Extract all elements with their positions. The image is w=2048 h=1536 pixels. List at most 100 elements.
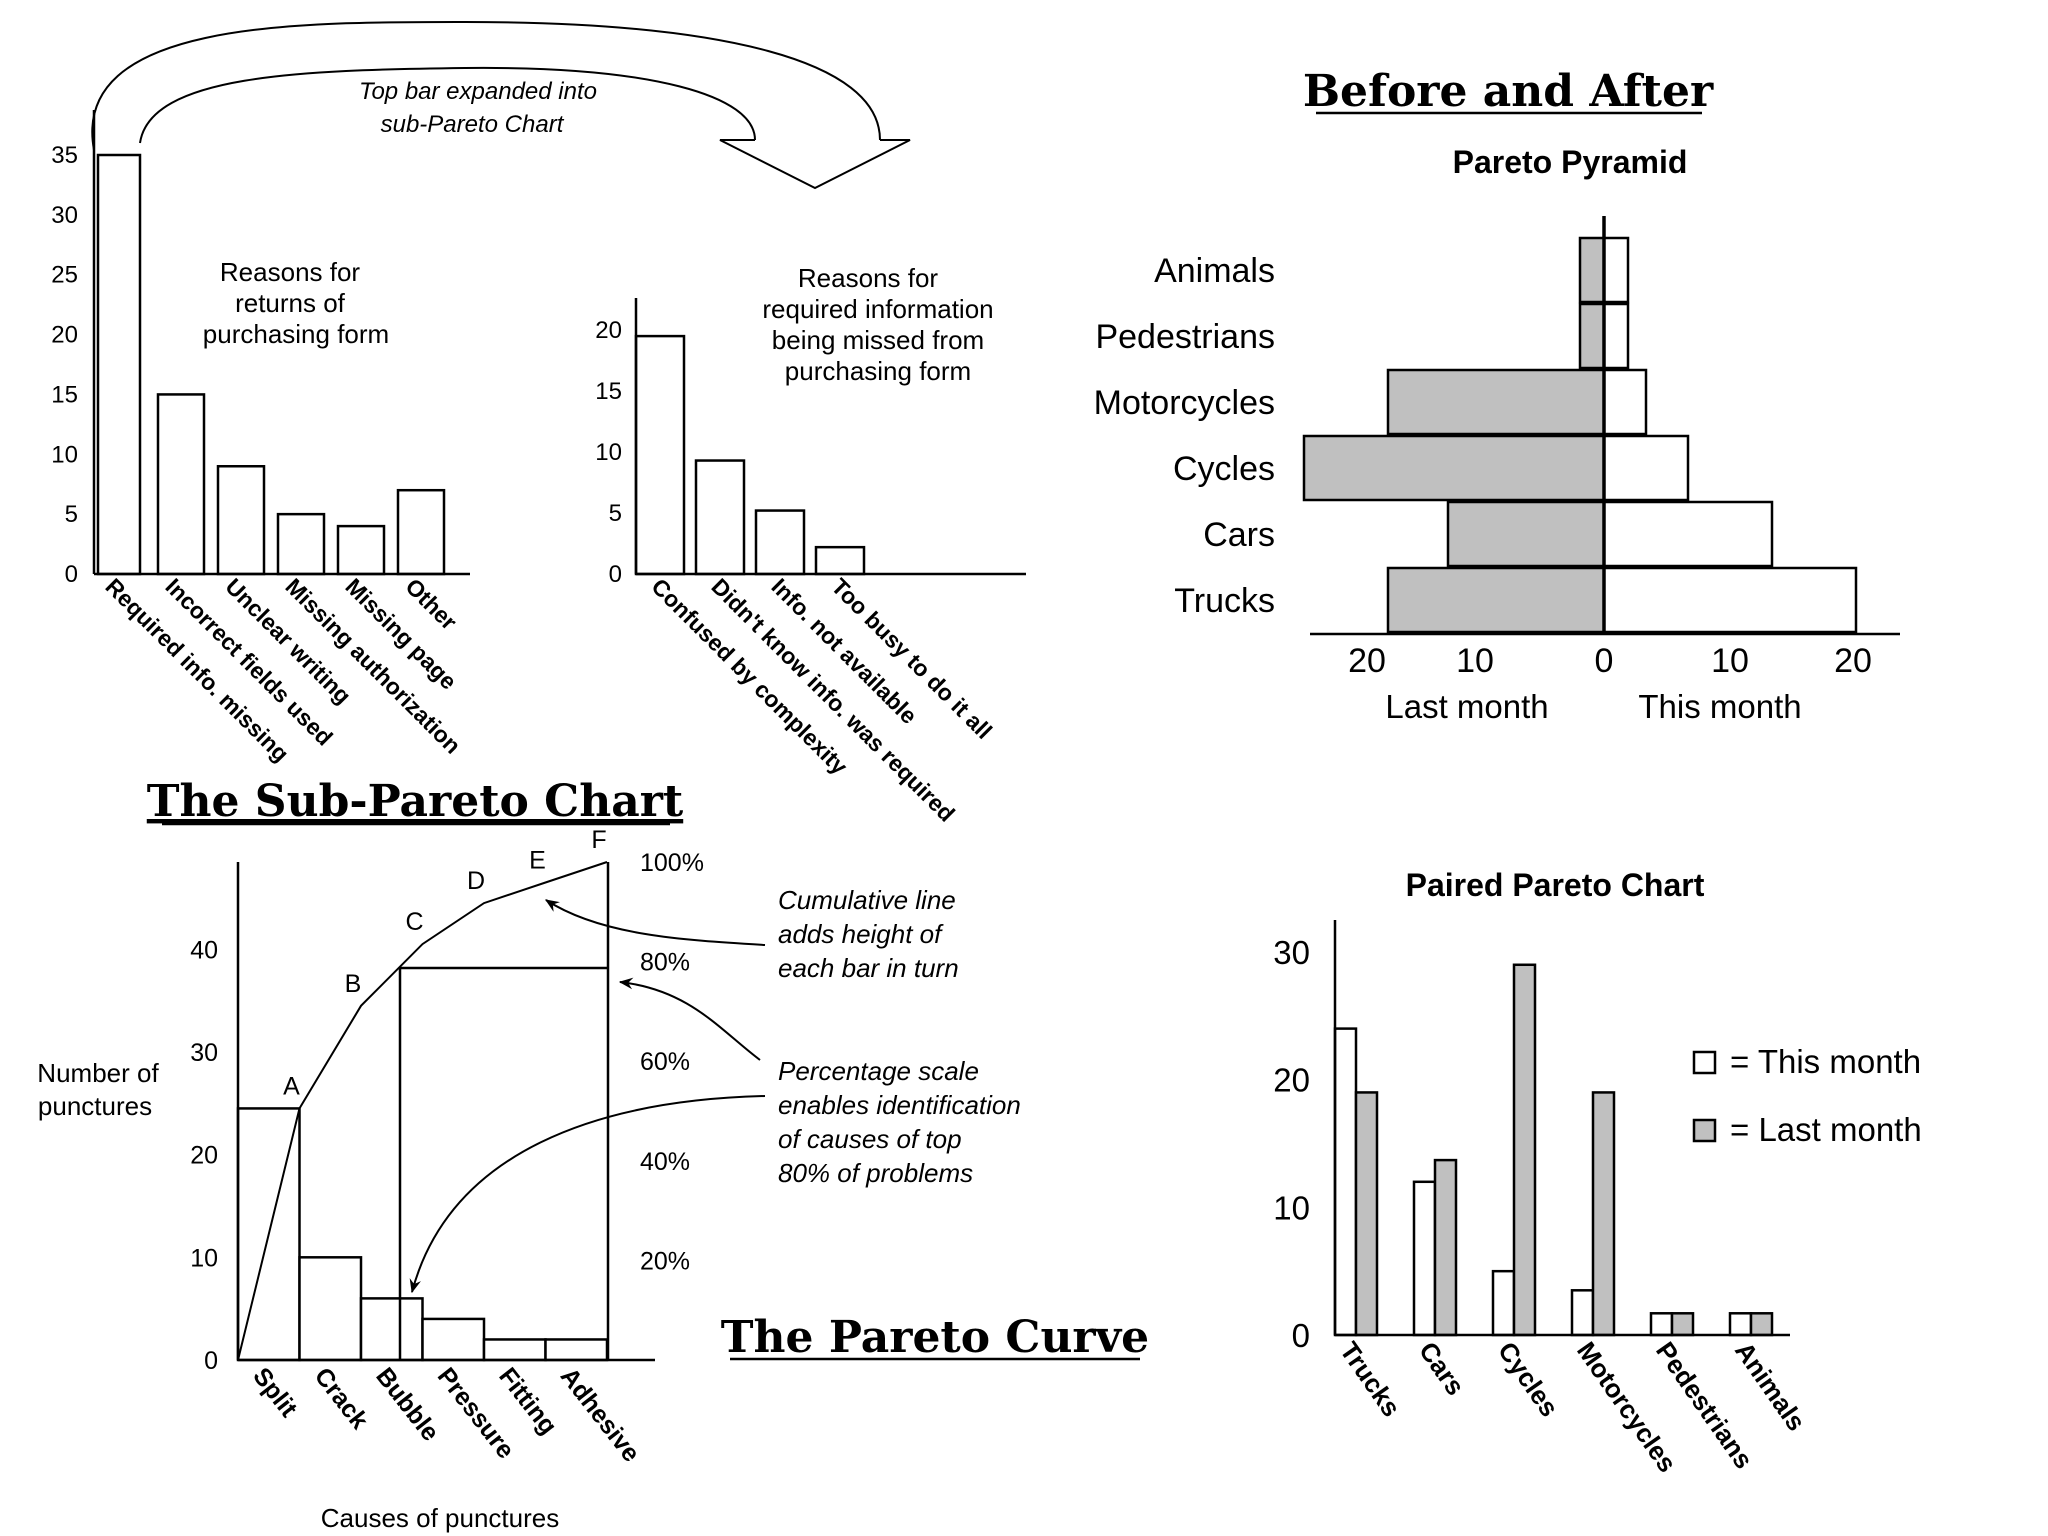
y-tick-label: 0 bbox=[65, 561, 78, 588]
y-tick-label: 10 bbox=[51, 441, 78, 468]
legend-label: = Last month bbox=[1730, 1111, 1922, 1148]
y-tick-label: 40 bbox=[190, 936, 218, 964]
bars bbox=[236, 1107, 609, 1362]
bar-this-month bbox=[1649, 1312, 1674, 1337]
y-tick-label: 0 bbox=[1292, 1317, 1310, 1354]
chart-title: Reasons for returns of purchasing form bbox=[203, 257, 389, 349]
y-tick-label: 25 bbox=[51, 262, 78, 289]
bar-last-month bbox=[1386, 368, 1606, 436]
note-arrow bbox=[618, 977, 761, 1061]
category-label: Cars bbox=[1203, 516, 1275, 554]
cumulative-point-label: C bbox=[405, 908, 423, 936]
y-tick-label: 35 bbox=[51, 142, 78, 169]
x-tick-labels: 20 10 0 10 20 bbox=[1348, 642, 1872, 680]
category-labels: Animals Pedestrians Motorcycles Cycles Cars T… bbox=[1094, 252, 1275, 620]
percentage-tick-label: 80% bbox=[640, 949, 690, 977]
bar-last-month bbox=[1578, 236, 1606, 304]
bar-last-month bbox=[1670, 1312, 1695, 1337]
expand-arrow-head bbox=[719, 139, 911, 190]
note-line: enables identification bbox=[778, 1090, 1021, 1120]
sub-pareto-heading: The Sub-Pareto Chart bbox=[147, 776, 684, 827]
percentage-tick-labels: 20% 40% 60% 80% 100% bbox=[640, 849, 704, 1275]
legend-swatch-last-month bbox=[1692, 1118, 1717, 1143]
bar bbox=[421, 1317, 486, 1362]
y-tick-labels: 0 10 20 30 40 bbox=[190, 936, 218, 1375]
x-tick-label: 20 bbox=[1834, 642, 1872, 680]
category-label: Didn't know info. was required bbox=[706, 573, 960, 827]
category-label: Cycles bbox=[1173, 450, 1275, 488]
chart-title-line: being missed from bbox=[772, 325, 984, 355]
cumulative-line-note: Cumulative line adds height of each bar … bbox=[545, 885, 959, 983]
bar bbox=[634, 334, 686, 576]
percentage-tick-label: 40% bbox=[640, 1148, 690, 1176]
chart-title-line: required information bbox=[762, 294, 993, 324]
chart-title: Pareto Pyramid bbox=[1453, 144, 1688, 180]
bar-this-month bbox=[1333, 1027, 1358, 1337]
bar bbox=[96, 153, 142, 576]
y-tick-label: 15 bbox=[595, 378, 622, 405]
paired-pareto-chart: Paired Pareto Chart 0 10 20 30 Trucks Cars Cy… bbox=[1273, 867, 1921, 1478]
note-line: of causes of top bbox=[778, 1124, 962, 1154]
note-line: adds height of bbox=[778, 919, 944, 949]
percentage-scale-note: Percentage scale enables identification … bbox=[409, 977, 1021, 1294]
note-line: Cumulative line bbox=[778, 885, 956, 915]
y-tick-label: 20 bbox=[1273, 1062, 1310, 1099]
legend-label: = This month bbox=[1730, 1043, 1921, 1080]
bar bbox=[814, 545, 866, 576]
chart-title-line: purchasing form bbox=[203, 319, 389, 349]
category-label: Crack bbox=[309, 1362, 374, 1434]
cumulative-line bbox=[237, 861, 608, 1361]
y-tick-labels: 0 10 20 30 bbox=[1273, 934, 1310, 1354]
this-month-label: This month bbox=[1638, 688, 1801, 725]
percentage-tick-label: 100% bbox=[640, 849, 704, 877]
expand-arrow-caption: sub-Pareto Chart bbox=[381, 111, 565, 138]
expand-arrow-outer bbox=[91, 20, 881, 151]
x-axis-label: Causes of punctures bbox=[321, 1503, 559, 1533]
bar-last-month bbox=[1354, 1091, 1379, 1337]
expand-arrow-caption: Top bar expanded into bbox=[359, 78, 597, 105]
y-tick-label: 10 bbox=[595, 439, 622, 466]
category-labels: Trucks Cars Cycles MotorcyclesPedestriansAn… bbox=[1334, 1336, 1812, 1478]
bar-last-month bbox=[1433, 1158, 1458, 1337]
bar-this-month bbox=[1491, 1269, 1516, 1337]
bar-last-month bbox=[1386, 566, 1606, 634]
y-tick-label: 0 bbox=[609, 561, 622, 588]
pareto-pyramid-chart: Pareto Pyramid Animals Pedestrians Motorcy… bbox=[1094, 144, 1900, 725]
missing-info-reasons-chart: Reasons for required information being m… bbox=[595, 263, 1026, 827]
chart-title-line: returns of bbox=[235, 288, 346, 318]
cumulative-point-label: A bbox=[283, 1072, 300, 1100]
y-tick-label: 30 bbox=[190, 1039, 218, 1067]
bar bbox=[544, 1338, 609, 1362]
y-tick-label: 5 bbox=[65, 501, 78, 528]
bar bbox=[336, 524, 386, 576]
bar bbox=[156, 393, 206, 576]
y-tick-label: 20 bbox=[51, 322, 78, 349]
bar-this-month bbox=[1412, 1180, 1437, 1337]
bar-this-month bbox=[1602, 566, 1858, 634]
y-tick-label: 15 bbox=[51, 381, 78, 408]
last-month-label: Last month bbox=[1385, 688, 1548, 725]
category-label: Split bbox=[247, 1362, 303, 1422]
note-line: Percentage scale bbox=[778, 1056, 979, 1086]
chart-title-line: Reasons for bbox=[220, 257, 361, 287]
legend: = This month = Last month bbox=[1692, 1043, 1922, 1148]
y-tick-label: 10 bbox=[1273, 1189, 1310, 1226]
y-tick-label: 5 bbox=[609, 500, 622, 527]
bar-this-month bbox=[1602, 236, 1630, 304]
bar bbox=[298, 1256, 363, 1362]
x-tick-label: 20 bbox=[1348, 642, 1386, 680]
bar-last-month bbox=[1749, 1312, 1774, 1337]
x-tick-label: 10 bbox=[1711, 642, 1749, 680]
y-tick-label: 20 bbox=[595, 317, 622, 344]
y-tick-label: 10 bbox=[190, 1244, 218, 1272]
category-label: Adhesive bbox=[555, 1362, 646, 1467]
chart-title: Reasons for required information being m… bbox=[762, 263, 993, 386]
bar bbox=[276, 512, 326, 576]
note-arrow bbox=[409, 1095, 766, 1294]
bar-last-month bbox=[1512, 963, 1537, 1337]
y-tick-labels: 0 5 10 15 20 25 30 35 bbox=[51, 142, 78, 588]
bars bbox=[1333, 963, 1774, 1337]
